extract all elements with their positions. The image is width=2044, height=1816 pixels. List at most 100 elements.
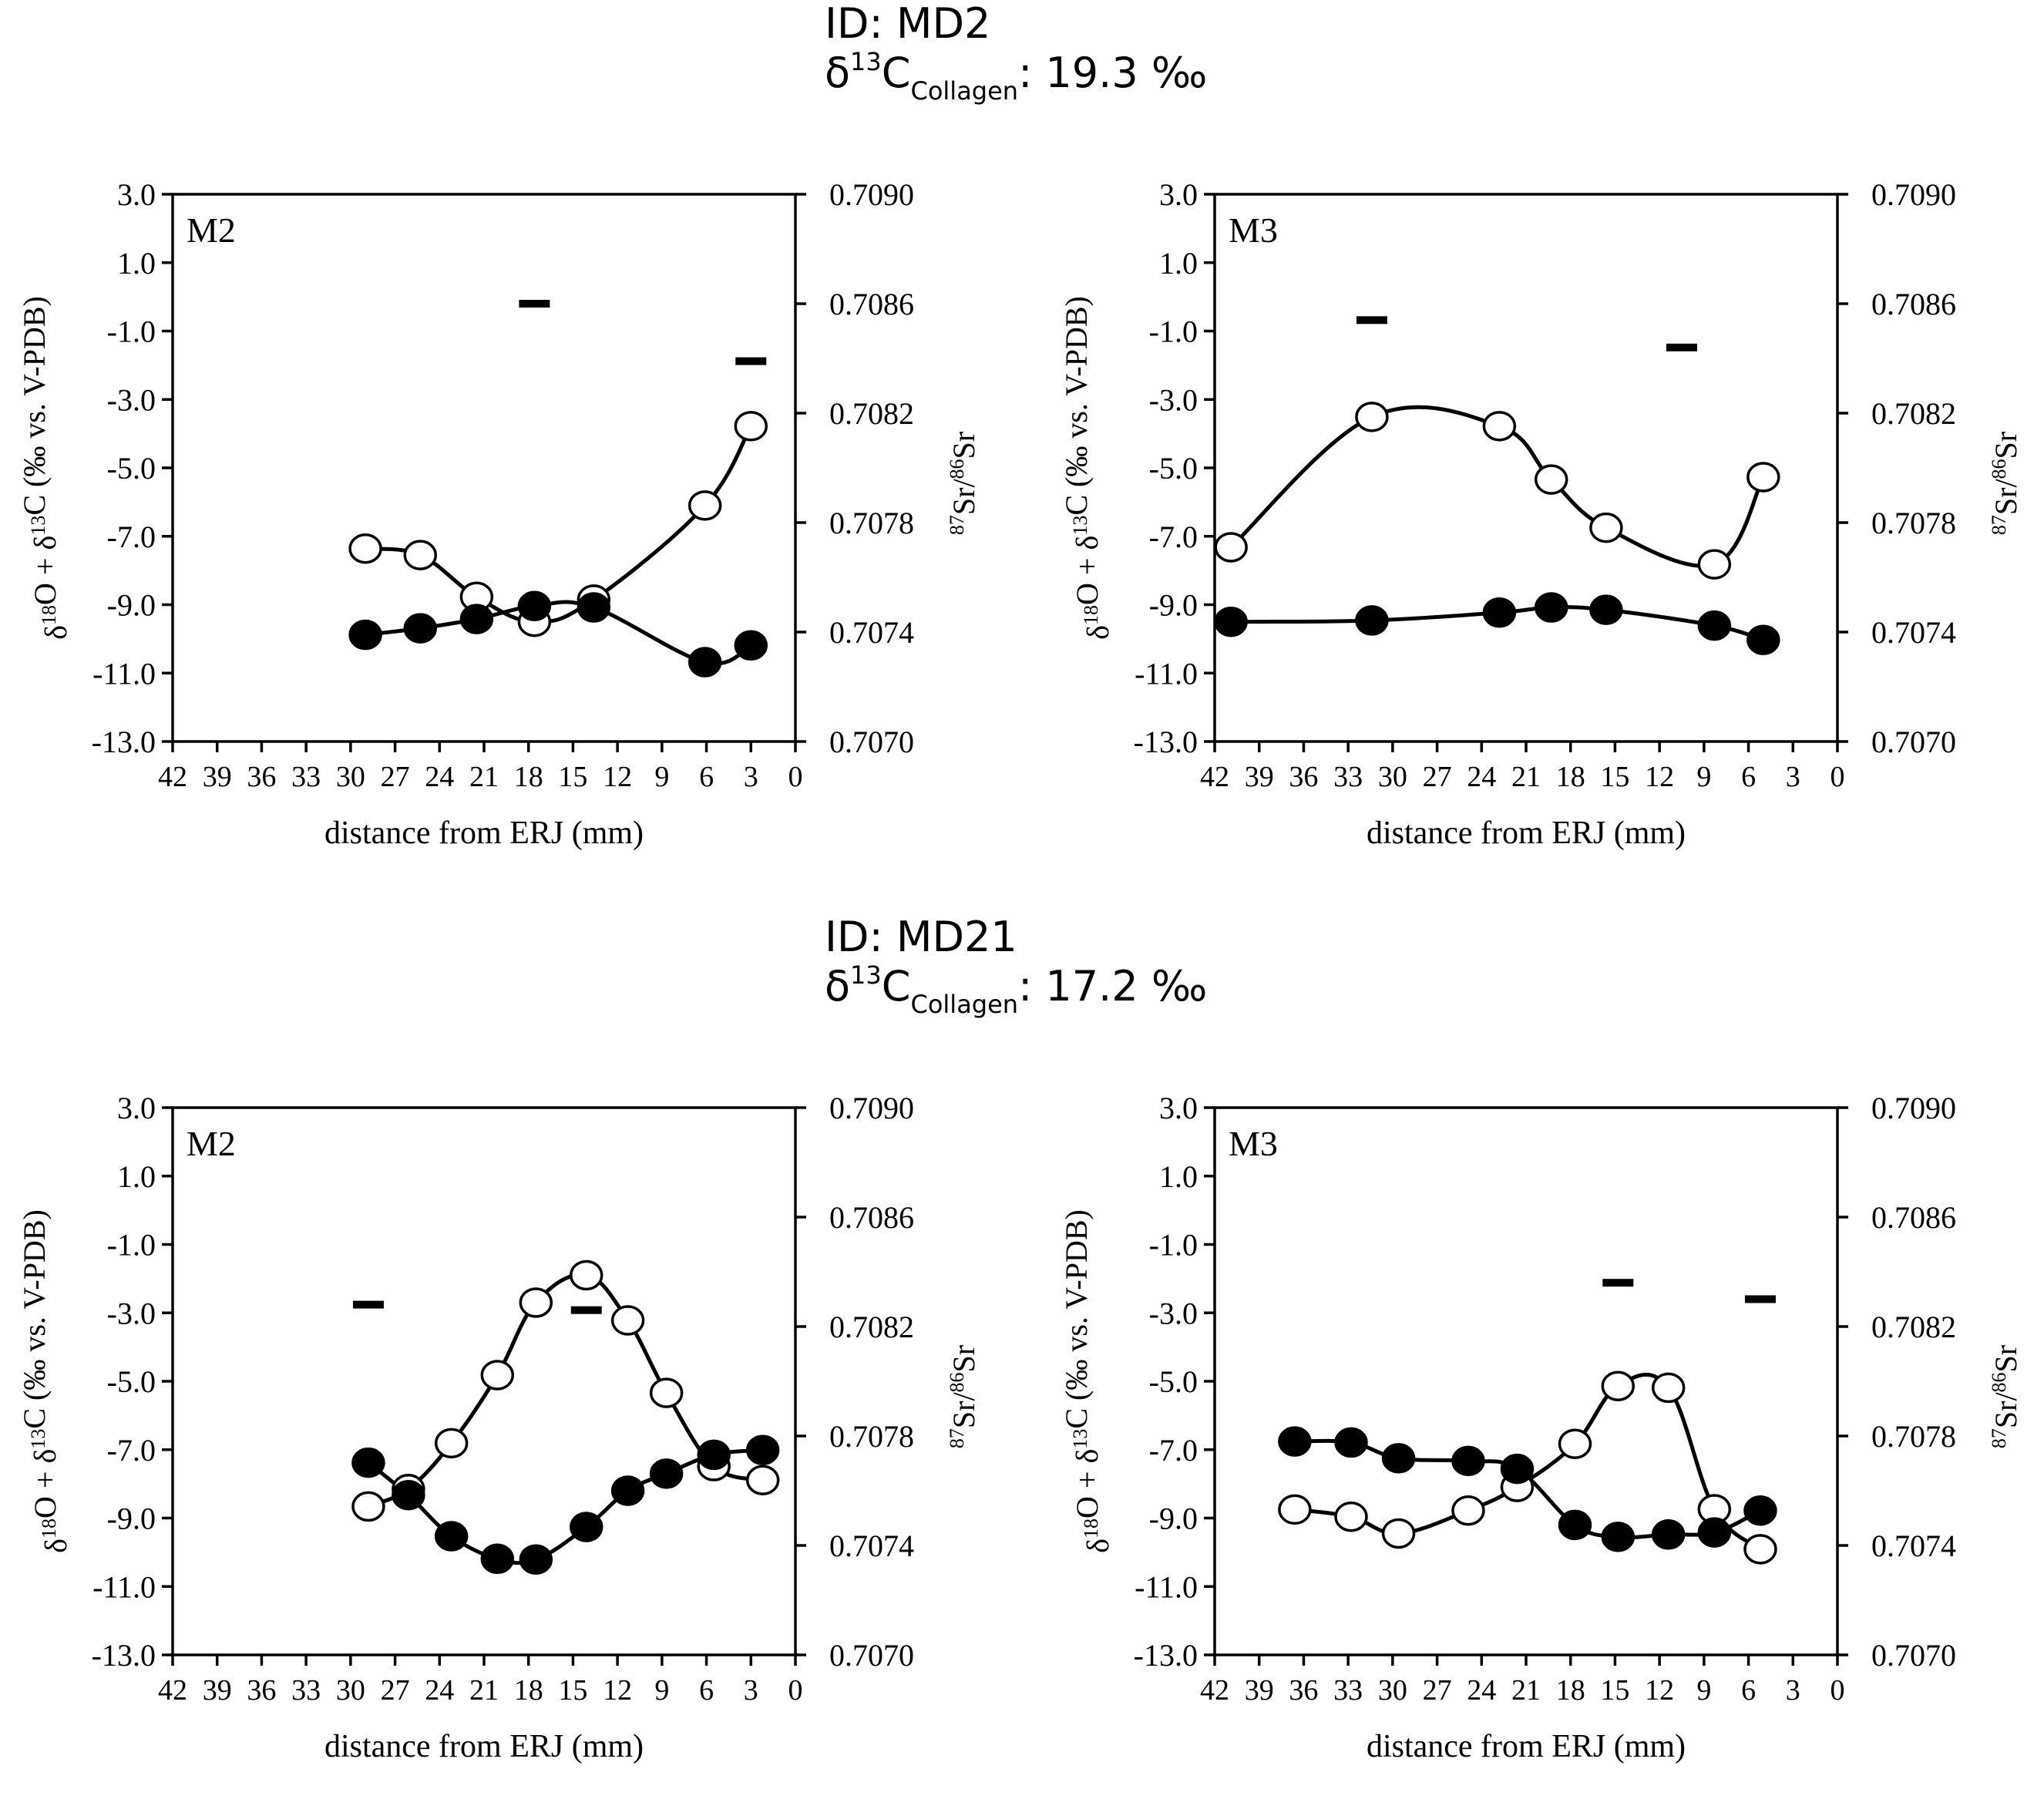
x-tick-label: 6 [699, 1674, 714, 1707]
carbon-data-point [348, 619, 382, 651]
x-tick-label: 42 [158, 1674, 187, 1707]
carbon-data-point [1334, 1427, 1368, 1458]
sr-ratio-bar [1602, 1279, 1634, 1287]
carbon-data-point [403, 613, 438, 644]
sr-ratio-bar [1666, 343, 1697, 351]
carbon-data-point [697, 1439, 731, 1471]
y-axis-label-left: δ18O + δ13C (‰ vs. V-PDB) [17, 296, 73, 640]
left-tick-label: -3.0 [1149, 382, 1198, 417]
carbon-data-point [687, 647, 722, 678]
carbon-data-point [1697, 1517, 1732, 1548]
y-axis-label-right: 87Sr/86Sr [1988, 432, 2023, 535]
x-tick-label: 24 [425, 761, 454, 793]
right-tick-label: 0.7078 [829, 1419, 914, 1454]
chart-md2-m2: 3.0 1.0 -1.0 -3.0 -5.0 -7.0 -9.0 -11.0 -13.0 0.70… [17, 177, 981, 851]
x-tick-label: 15 [1600, 1674, 1629, 1707]
left-tick-label: -7.0 [107, 520, 156, 554]
y-axis-label-right: 87Sr/86Sr [1988, 1345, 2023, 1448]
carbon-data-point [1278, 1426, 1312, 1457]
carbon-data-point [519, 1544, 553, 1575]
x-tick-label: 12 [603, 1674, 632, 1707]
oxygen-data-point [1278, 1494, 1312, 1525]
left-tick-label: 1.0 [117, 1159, 156, 1194]
carbon-series-line [1294, 1438, 1762, 1540]
x-tick-label: 21 [469, 1674, 499, 1707]
carbon-data-point [1601, 1522, 1636, 1552]
x-tick-label: 9 [654, 1674, 669, 1707]
left-tick-label: 3.0 [117, 1091, 156, 1125]
x-tick-label: 0 [1831, 1674, 1845, 1707]
x-axis-label: distance from ERJ (mm) [1367, 816, 1686, 851]
right-tick-label: 0.7082 [829, 396, 914, 431]
carbon-data-point [734, 630, 768, 661]
oxygen-data-point [348, 533, 382, 564]
right-tick-label: 0.7070 [829, 1638, 914, 1673]
x-tick-label: 39 [203, 761, 232, 793]
x-tick-label: 6 [1741, 761, 1756, 793]
oxygen-data-point [1214, 532, 1248, 563]
left-tick-label: -11.0 [1135, 1569, 1198, 1604]
carbon-data-point [610, 1475, 645, 1506]
left-tick-label: -9.0 [107, 588, 156, 623]
x-tick-label: 0 [788, 761, 803, 793]
carbon-data-point [434, 1521, 469, 1552]
panel-label: M2 [187, 210, 236, 250]
oxygen-data-point [687, 490, 722, 521]
x-tick-label: 36 [1289, 1674, 1318, 1707]
panel-label: M3 [1229, 210, 1278, 250]
group-title-md21: ID: MD21 δ13CCollagen: 17.2 ‰ [825, 913, 1207, 1019]
x-tick-label: 30 [1378, 1674, 1407, 1707]
x-tick-label: 27 [1423, 1674, 1452, 1707]
oxygen-data-point [1482, 411, 1517, 442]
left-tick-label: -13.0 [92, 1638, 156, 1673]
x-tick-label: 24 [1467, 761, 1496, 793]
carbon-data-point [1451, 1445, 1485, 1477]
x-tick-label: 9 [1696, 1674, 1711, 1707]
left-tick-label: -9.0 [1149, 1502, 1198, 1536]
left-tick-label: -9.0 [107, 1502, 156, 1536]
left-tick-label: 1.0 [1159, 246, 1198, 281]
oxygen-data-point [1743, 1534, 1777, 1565]
oxygen-data-point [1651, 1372, 1686, 1404]
x-tick-label: 3 [1786, 761, 1800, 793]
specimen-id: ID: MD2 [825, 0, 991, 48]
x-tick-label: 21 [1511, 761, 1541, 793]
x-tick-label: 21 [1511, 1674, 1541, 1707]
left-tick-label: -7.0 [1149, 520, 1198, 554]
carbon-data-point [1558, 1509, 1592, 1541]
right-tick-label: 0.7078 [1871, 506, 1956, 540]
carbon-data-point [577, 592, 611, 623]
carbon-data-point [649, 1458, 684, 1489]
right-tick-label: 0.7074 [1871, 1528, 1956, 1563]
left-tick-label: -7.0 [107, 1433, 156, 1468]
x-tick-label: 39 [1245, 1674, 1274, 1707]
y-axis-label-left: δ18O + δ13C (‰ vs. V-PDB) [1059, 1209, 1115, 1553]
left-tick-label: -13.0 [92, 725, 156, 759]
x-axis-label: distance from ERJ (mm) [324, 1729, 644, 1764]
carbon-data-point [569, 1512, 603, 1542]
right-tick-label: 0.7074 [1871, 615, 1956, 650]
x-tick-label: 18 [514, 761, 543, 793]
oxygen-data-point [1558, 1428, 1592, 1459]
right-tick-label: 0.7090 [829, 177, 914, 212]
left-tick-label: -1.0 [1149, 1228, 1198, 1263]
right-tick-label: 0.7086 [829, 287, 914, 321]
y-axis-label-left: δ18O + δ13C (‰ vs. V-PDB) [17, 1209, 73, 1553]
right-tick-label: 0.7082 [1871, 396, 1956, 431]
panel-label: M2 [187, 1124, 236, 1163]
left-tick-label: -13.0 [1134, 725, 1198, 759]
oxygen-data-point [1589, 512, 1623, 543]
oxygen-data-point [1381, 1518, 1416, 1549]
specimen-id: ID: MD21 [825, 913, 1017, 961]
carbon-series-line [367, 1448, 763, 1565]
panel-label: M3 [1229, 1124, 1278, 1163]
x-tick-label: 39 [203, 1674, 232, 1707]
left-tick-label: -3.0 [107, 382, 156, 417]
carbon-data-point [392, 1480, 425, 1511]
oxygen-data-point [734, 411, 768, 442]
oxygen-data-point [1697, 549, 1732, 580]
x-tick-label: 12 [1645, 1674, 1674, 1707]
x-tick-label: 33 [1333, 1674, 1363, 1707]
sr-ratio-bar [519, 300, 550, 308]
left-tick-label: 1.0 [1159, 1159, 1198, 1194]
